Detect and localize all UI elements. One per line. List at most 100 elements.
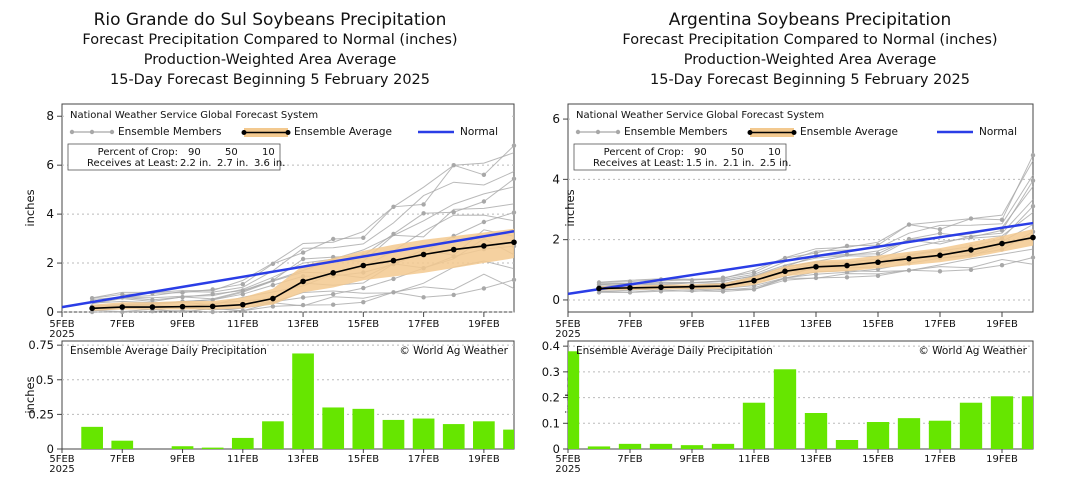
x-tick-label: 19FEB [986,319,1018,330]
y-tick-label: 0 [552,293,560,307]
ensemble-member-point [875,273,881,278]
percent-value: 10 [768,147,781,158]
ensemble-average-point [782,268,788,275]
daily-x-tick-label: 11FEB [227,454,259,465]
ensemble-member-point [596,280,602,285]
legend-normal-label: Normal [979,126,1017,138]
legend-average-point [747,130,753,135]
percent-value: 50 [225,147,238,158]
receives-value: 1.5 in. [686,158,717,169]
legend-normal-label: Normal [460,126,498,138]
ensemble-member-point [813,250,819,256]
ensemble-member-point [968,234,974,240]
chart-subtitle: Forecast Precipitation Compared to Norma… [622,32,998,48]
ensemble-member-point [300,256,306,262]
ensemble-average-point [658,284,664,291]
left-chart-panel: Rio Grande do Sul Soybeans Precipitation… [23,10,517,475]
chart-subtitle: 15-Day Forecast Beginning 5 February 202… [650,72,970,88]
ensemble-member-point [331,302,336,307]
daily-bar [711,443,735,449]
x-tick-label: 5FEB [49,319,74,330]
ensemble-average-point [450,246,457,253]
ensemble-member-point [511,277,517,282]
daily-plot-frame [61,340,515,450]
receives-label: Receives at Least: [593,158,684,169]
percent-label: Percent of Crop: [604,147,684,158]
daily-y-tick-label: 0.25 [28,407,54,421]
ensemble-member-point [421,202,426,207]
legend-average-point [241,130,247,135]
ensemble-average-point [813,263,819,270]
ensemble-member-line [92,186,515,302]
ensemble-member-point [481,172,487,177]
x-tick-label: 7FEB [617,319,642,330]
daily-chart-title: Ensemble Average Daily Precipitation [70,345,267,357]
ensemble-average-point [330,270,337,276]
receives-value: 3.6 in. [254,158,285,169]
y-tick-label: 8 [46,109,54,123]
daily-x-tick-label: 19FEB [468,454,500,465]
y-tick-label: 4 [46,207,54,221]
ensemble-member-point [844,275,850,280]
ensemble-average-point [209,303,216,310]
percent-value: 50 [731,147,744,158]
x-tick-label: 7FEB [110,319,135,330]
ensemble-member-point [421,295,426,300]
ensemble-member-point [150,297,155,303]
daily-y-tick-label: 0.4 [542,339,560,353]
percentile-box [573,143,787,171]
daily-bar [473,421,495,449]
x-tick-label: 11FEB [227,319,259,330]
x-tick-label: 15FEB [348,319,380,330]
daily-x-tick-label: 17FEB [924,454,956,465]
daily-y-tick-label: 0 [553,442,560,456]
daily-bar [835,440,859,449]
x-tick-label: 9FEB [679,319,704,330]
ensemble-average-point [906,255,912,262]
ensemble-member-point [481,286,487,291]
daily-bar [322,407,345,449]
daily-bar [568,351,580,449]
ensemble-member-point [875,251,881,256]
daily-x-tick-label: 15FEB [862,454,894,465]
ensemble-member-point [999,228,1005,233]
ensemble-average-point [149,304,156,310]
daily-bar [81,426,103,449]
chart-title: Rio Grande do Sul Soybeans Precipitation [93,10,447,30]
daily-x-tick-label: 17FEB [408,454,440,465]
daily-bar [959,402,983,449]
legend-members-point [89,129,95,135]
daily-x-year-label: 2025 [555,464,580,475]
ensemble-member-point [999,217,1005,222]
ensemble-member-point [751,270,757,275]
daily-y-tick-label: 0.1 [542,416,560,430]
ensemble-member-point [937,231,943,236]
y-tick-label: 0 [46,305,54,319]
ensemble-average-point [968,247,974,253]
legend-members-point [69,129,75,135]
daily-bar [804,413,828,449]
daily-bar [742,402,766,449]
legend-members-label: Ensemble Members [118,126,222,138]
percent-label: Percent of Crop: [98,147,178,158]
ensemble-average-point [844,262,850,269]
ensemble-average-point [360,262,367,269]
ensemble-average-point [1030,234,1036,241]
ensemble-average-point [420,251,427,258]
daily-bar [897,418,921,449]
daily-bar [503,429,514,449]
ensemble-member-point [180,290,185,295]
daily-bar [201,447,224,449]
ensemble-average-point [390,257,397,264]
daily-bar [262,421,284,449]
daily-bar [866,422,890,449]
ensemble-average-point [689,283,695,290]
y-tick-label: 6 [552,112,560,126]
ensemble-member-point [481,199,487,204]
ensemble-member-point [421,211,426,216]
daily-bar [382,419,405,449]
daily-bar [618,443,642,449]
daily-x-tick-label: 5FEB [555,454,580,465]
ensemble-member-line [92,152,515,299]
ensemble-member-point [270,304,276,309]
